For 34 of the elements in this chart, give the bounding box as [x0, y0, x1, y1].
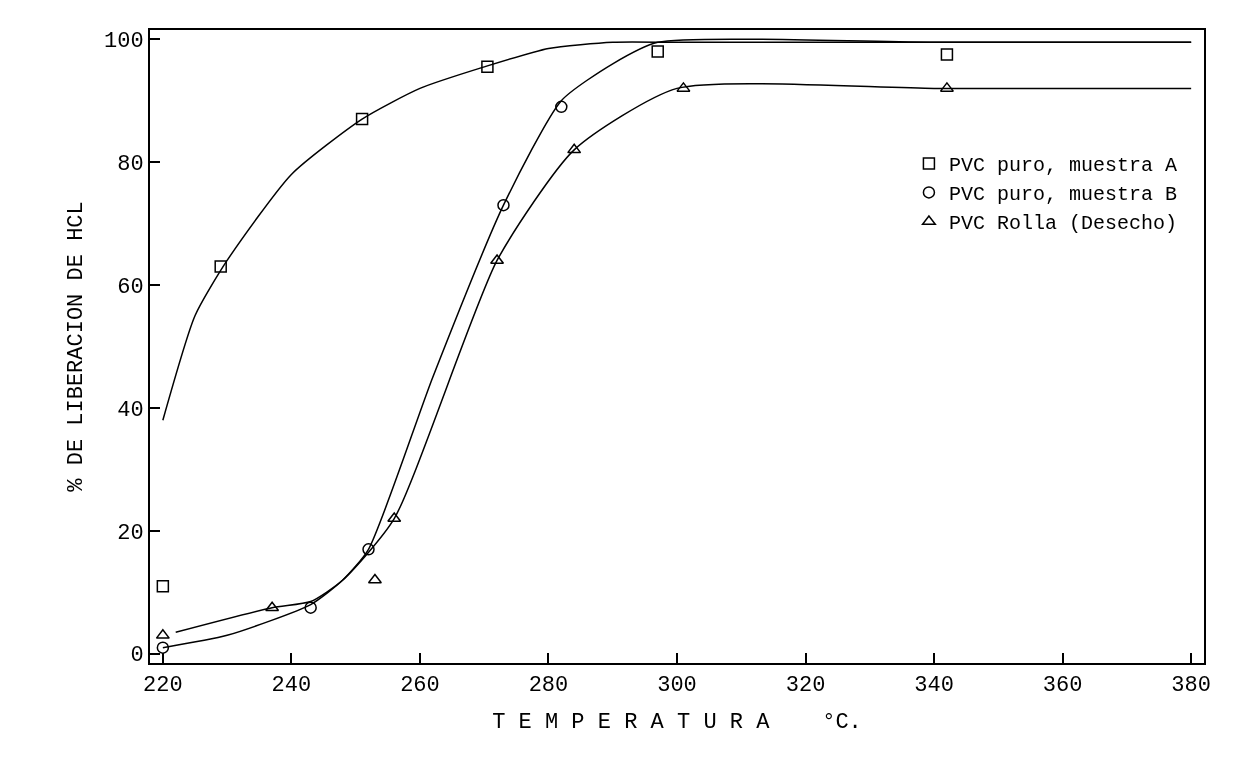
x-tick-label: 280	[528, 673, 569, 699]
y-tick-label: 80	[117, 151, 144, 177]
point	[355, 112, 369, 126]
point	[555, 100, 568, 114]
point	[940, 48, 954, 61]
y-axis-title: % DE LIBERACION DE HCL	[64, 201, 90, 492]
y-tick-label: 0	[130, 643, 144, 669]
x-tick-label: 300	[657, 673, 697, 699]
y-tick-label: 20	[117, 520, 144, 546]
x-tick-label: 340	[914, 673, 954, 699]
x-tick-label: 260	[400, 673, 440, 699]
point	[362, 543, 375, 556]
x-tick-label: 360	[1042, 673, 1083, 699]
point	[156, 641, 170, 654]
point	[497, 198, 510, 212]
y-tick-label: 40	[117, 397, 144, 423]
x-axis-title: T E M P E R A T U R A °C.	[492, 709, 862, 735]
legend-label: PVC Rolla (Desecho)	[948, 212, 1177, 236]
x-tick-label: 320	[785, 673, 826, 699]
point	[481, 60, 494, 74]
point	[156, 579, 170, 593]
x-tick-label: 240	[271, 673, 312, 699]
point	[651, 45, 664, 58]
point	[214, 260, 227, 273]
y-tick-label: 100	[103, 28, 144, 54]
legend-label: PVC puro, muestra A	[948, 154, 1177, 178]
x-tick-label: 220	[143, 673, 183, 699]
point	[387, 512, 402, 523]
legend-label: PVC puro, muestra B	[948, 183, 1177, 207]
point	[265, 601, 280, 612]
y-tick-label: 60	[117, 274, 144, 300]
point	[304, 601, 317, 614]
point	[567, 143, 582, 154]
x-tick-label: 380	[1171, 673, 1211, 699]
